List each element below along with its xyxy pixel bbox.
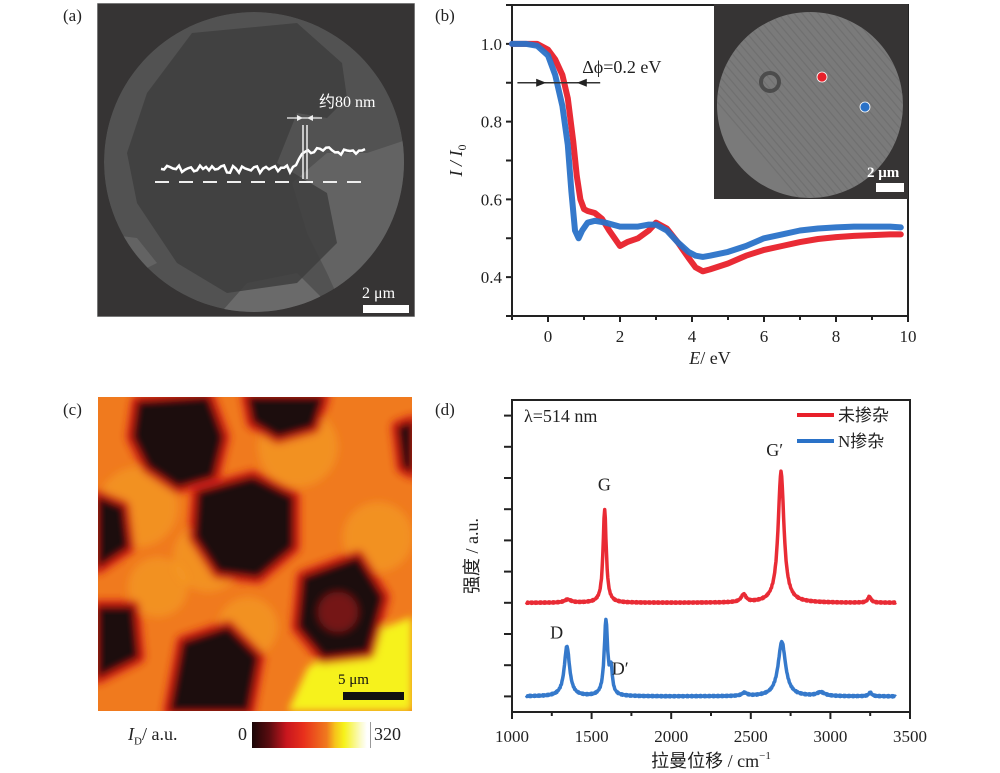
y-tick-label-b: 0.8 [481,113,502,132]
peak-label: D′ [612,659,629,679]
scale-bar-label-c: 5 μm [338,672,369,688]
inset-scale-bar [876,183,904,192]
inset-stripe [745,12,903,198]
scale-bar-c [343,692,404,700]
x-tick-label-b: 0 [544,327,553,346]
series-line-red [509,40,904,275]
x-tick-label-b: 8 [832,327,841,346]
panel-c-map: 5 μm [98,397,412,711]
map-dark-grain [396,420,412,474]
map-dark-grain [98,606,140,679]
x-tick-label-d: 1500 [575,727,609,746]
y-axis-label-d: 强度 / a.u. [462,518,482,594]
map-yellow-region [288,617,412,711]
y-tick-label-b: 0.6 [481,190,502,209]
inset-stripe [737,12,903,198]
legend-label-1: N掺杂 [838,432,884,451]
inset-stripe [761,12,903,198]
inset-stripe [717,12,851,198]
colorbar-label: ID/ a.u. [128,724,177,748]
inset-stripe [717,12,903,198]
inset-stripe [922,4,930,239]
inset-marker-blue [859,101,871,113]
colorbar-label-var: I [128,724,134,744]
micrograph-disc [104,12,404,312]
spectrum-line-undoped [524,469,897,606]
panel-label-a: (a) [63,6,82,25]
inset-stripe [785,12,903,198]
panel-label-d: (d) [435,400,455,419]
legend-label-0: 未掺杂 [838,406,889,425]
inset-stripe [717,12,867,198]
x-tick-label-b: 2 [616,327,625,346]
inset-stripe [825,12,903,198]
colorbar-end-tick [370,722,371,748]
x-tick-label-b: 6 [760,327,769,346]
peak-label: G [598,474,611,494]
panel-label-c: (c) [63,400,82,419]
series-line-blue [509,40,904,260]
y-tick-label-b: 1.0 [481,35,502,54]
map-grain-center [318,592,358,632]
inset-stripe [753,12,903,198]
x-tick-label-d: 1000 [495,727,529,746]
inset-stripe [729,12,903,198]
panel-d-chart: 1000 1500 2000 2500 3000 3500 拉曼位移 / cm−1 强度 / … [462,399,927,771]
wavelength-annotation: λ=514 nm [524,406,597,426]
colorbar-max: 320 [374,724,401,744]
x-tick-label-d: 3500 [893,727,927,746]
inset-stripe [914,4,930,239]
inset-stripe [717,12,835,198]
inset-marker-red [816,71,828,83]
step-height-annotation: 约80 nm [319,93,376,111]
map-dark-grain [98,495,130,569]
x-tick-label-b: 4 [688,327,697,346]
inset-stripe [721,12,903,198]
panel-b-chart: 0 2 4 6 8 10 0.4 0.6 0.8 1.0 E/ eV I / I0 2 μm Δϕ=0… [446,4,930,368]
inset-stripe [841,12,903,198]
colorbar-label-unit: / a.u. [141,724,178,744]
inset-stripe [769,12,903,198]
colorbar-min: 0 [238,724,247,744]
scale-bar-label-a: 2 μm [362,285,396,302]
inset-defect [759,71,781,93]
colorbar-label-sub: D [134,735,142,748]
step-arrowheads-icon [297,115,313,121]
map-dark-grain [131,397,225,489]
map-dark-grain [193,475,294,579]
scale-bar-a [363,305,409,313]
map-dark-grain [246,397,325,439]
x-tick-label-d: 2000 [654,727,688,746]
inset-stripe [777,12,903,198]
peak-label: D [550,623,563,643]
x-axis-label-d: 拉曼位移 / cm−1 [651,750,771,771]
x-tick-label-b: 10 [900,327,917,346]
map-dark-grain [168,625,260,711]
peak-label: G′ [766,440,783,460]
inset-stripe [717,12,883,198]
spectrum-line-n-doped [524,617,897,699]
delta-phi-arrowhead-left-icon [536,78,547,87]
inset-stripe [809,12,903,198]
map-bright-region [128,557,188,617]
y-tick-label-b: 0.4 [481,268,503,287]
panel-label-b: (b) [435,6,455,25]
delta-phi-annotation: Δϕ=0.2 eV [582,57,661,77]
inset-stripe [717,12,875,198]
inset-stripe [817,12,903,198]
inset-stripe [717,12,843,198]
y-axis-label-b: I / I0 [446,145,469,178]
inset-scale-bar-label: 2 μm [867,165,900,181]
colorbar-gradient [252,722,367,748]
inset-stripe [717,12,859,198]
inset-stripe [906,4,930,239]
x-tick-label-d: 3000 [813,727,847,746]
panel-a-micrograph: 约80 nm 2 μm [97,3,415,317]
inset-stripe [793,12,903,198]
height-profile-line [160,146,366,176]
inset-stripe [833,12,903,198]
delta-phi-arrowhead-right-icon [576,78,587,87]
x-axis-label-b: E/ eV [688,348,731,368]
x-tick-label-d: 2500 [734,727,768,746]
